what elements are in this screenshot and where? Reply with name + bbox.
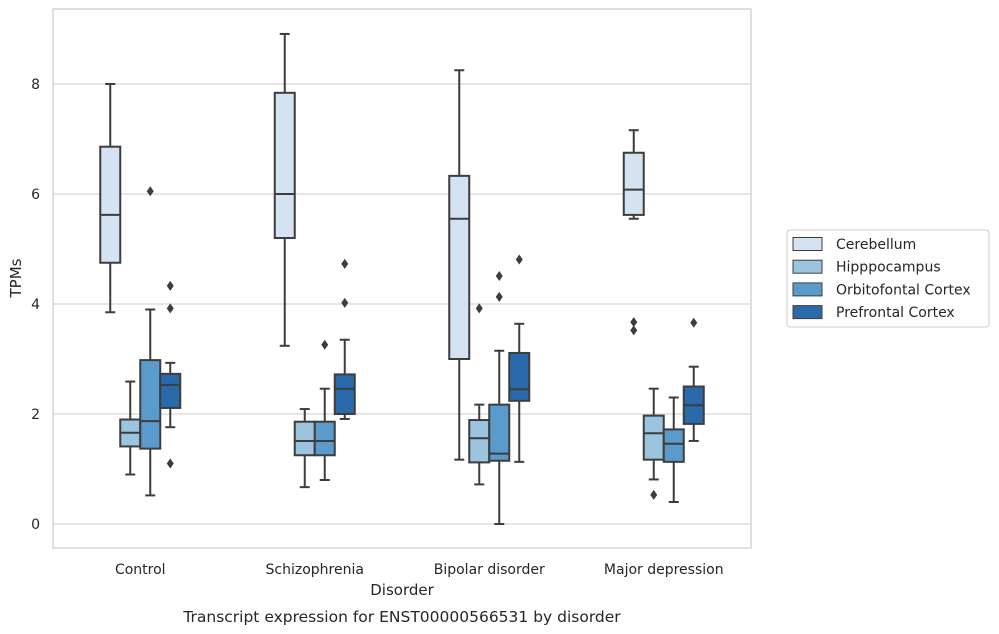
outlier-point bbox=[321, 339, 329, 350]
outlier-point bbox=[146, 186, 154, 197]
box-prefrontal-cortex bbox=[508, 254, 531, 463]
box-iqr bbox=[448, 174, 471, 360]
y-tick-0: 0 bbox=[31, 517, 40, 533]
group-major-depression bbox=[622, 129, 705, 503]
outlier-point bbox=[690, 317, 698, 328]
box-cerebellum bbox=[448, 69, 471, 461]
x-tick-1: Schizophrenia bbox=[266, 562, 364, 578]
box-orbitofontal-cortex bbox=[662, 396, 685, 503]
outlier-point bbox=[341, 258, 349, 269]
box-orbitofontal-cortex bbox=[313, 339, 336, 481]
box-iqr bbox=[273, 91, 296, 239]
box-iqr bbox=[662, 428, 685, 463]
box-iqr bbox=[488, 403, 511, 462]
legend-label-1: Hipppocampus bbox=[836, 260, 941, 276]
y-tick-labels: 0 2 4 6 8 bbox=[31, 77, 40, 533]
legend-frame bbox=[786, 229, 990, 328]
group-control bbox=[99, 83, 182, 497]
outlier-point bbox=[515, 254, 523, 265]
legend-label-3: Prefrontal Cortex bbox=[836, 305, 955, 321]
box-iqr bbox=[313, 420, 336, 457]
plot-frame bbox=[52, 8, 752, 549]
legend-label-2: Orbitofontal Cortex bbox=[836, 282, 971, 298]
box-iqr bbox=[468, 419, 491, 464]
outlier-point bbox=[630, 325, 638, 336]
y-tick-8: 8 bbox=[31, 77, 40, 93]
box-cerebellum bbox=[273, 32, 296, 347]
box-iqr bbox=[508, 351, 531, 402]
x-tick-3: Major depression bbox=[604, 562, 724, 578]
box-groups bbox=[99, 32, 705, 525]
outlier-point bbox=[495, 270, 503, 281]
x-tick-2: Bipolar disorder bbox=[434, 562, 545, 578]
outlier-point bbox=[650, 489, 658, 500]
outlier-point bbox=[166, 303, 174, 314]
x-tick-labels: Control Schizophrenia Bipolar disorder Majo… bbox=[115, 562, 724, 578]
outlier-point bbox=[166, 458, 174, 469]
box-iqr bbox=[622, 151, 645, 216]
box-iqr bbox=[139, 359, 162, 450]
box-iqr bbox=[99, 145, 122, 264]
legend-label-0: Cerebellum bbox=[836, 237, 916, 253]
legend-swatch-3 bbox=[792, 305, 823, 320]
legend-swatch-1 bbox=[792, 259, 823, 274]
box-prefrontal-cortex bbox=[682, 317, 705, 442]
box-iqr bbox=[333, 373, 356, 415]
chart-caption: Transcript expression for ENST0000056653… bbox=[182, 608, 621, 626]
legend-swatch-2 bbox=[792, 282, 823, 297]
group-bipolar-disorder bbox=[448, 69, 531, 525]
outlier-point bbox=[630, 317, 638, 328]
box-prefrontal-cortex bbox=[333, 258, 356, 420]
box-hipppocampus bbox=[293, 408, 316, 489]
y-axis-title: TPMs bbox=[7, 258, 25, 298]
x-tick-0: Control bbox=[115, 562, 166, 578]
y-tick-2: 2 bbox=[31, 407, 40, 423]
legend: Cerebellum Hipppocampus Orbitofontal Corte… bbox=[786, 229, 990, 328]
x-axis-title: Disorder bbox=[370, 581, 434, 599]
legend-swatch-0 bbox=[792, 237, 823, 251]
box-cerebellum bbox=[622, 129, 645, 336]
box-hipppocampus bbox=[119, 380, 142, 476]
outlier-point bbox=[166, 280, 174, 291]
box-hipppocampus bbox=[642, 387, 665, 500]
group-schizophrenia bbox=[273, 32, 356, 489]
box-cerebellum bbox=[99, 83, 122, 314]
outlier-point bbox=[495, 291, 503, 302]
box-prefrontal-cortex bbox=[159, 280, 182, 469]
box-orbitofontal-cortex bbox=[488, 270, 511, 525]
box-iqr bbox=[159, 372, 182, 409]
box-iqr bbox=[293, 420, 316, 457]
y-tick-4: 4 bbox=[31, 297, 40, 313]
outlier-point bbox=[475, 303, 483, 314]
y-tick-6: 6 bbox=[31, 187, 40, 203]
outlier-point bbox=[341, 297, 349, 308]
box-iqr bbox=[642, 414, 665, 461]
